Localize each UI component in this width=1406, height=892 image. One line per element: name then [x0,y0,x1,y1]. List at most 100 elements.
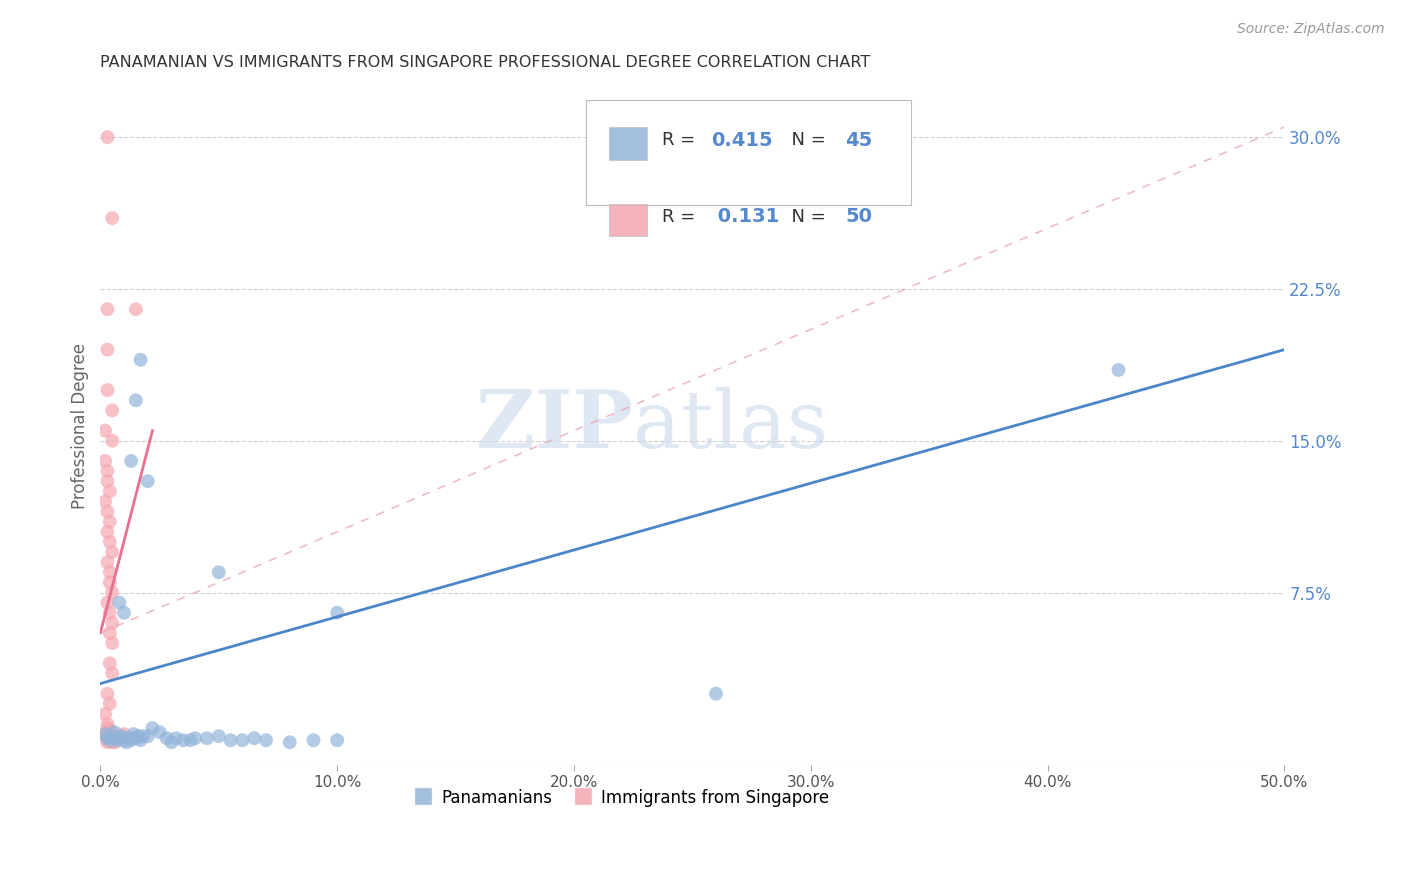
Point [98,535,121,549]
Point [101,666,124,681]
Point [94,706,117,721]
Text: N =: N = [780,131,831,149]
Point [96,464,118,478]
Point [98,575,121,590]
Point [98,626,121,640]
Point [101,733,124,747]
Text: PANAMANIAN VS IMMIGRANTS FROM SINGAPORE PROFESSIONAL DEGREE CORRELATION CHART: PANAMANIAN VS IMMIGRANTS FROM SINGAPORE … [100,55,870,70]
Point [148,725,170,739]
Point [94,424,117,438]
Point [1108,363,1130,377]
Point [98,723,121,738]
Point [219,733,242,747]
Point [103,733,125,747]
Text: atlas: atlas [633,386,828,465]
Point [103,729,125,743]
Point [208,566,231,580]
Point [125,302,148,317]
Point [98,484,121,499]
Point [101,211,124,226]
Point [302,733,325,747]
Point [136,474,159,488]
FancyBboxPatch shape [586,100,911,205]
Text: 0.415: 0.415 [711,131,773,150]
Point [122,727,145,741]
Point [156,731,179,746]
Point [125,731,148,746]
Point [98,725,121,739]
Point [243,731,266,746]
Point [96,555,118,569]
Point [96,474,118,488]
Point [101,729,124,743]
Point [278,735,301,749]
Point [101,403,124,417]
Point [326,733,349,747]
Point [94,727,117,741]
Point [101,735,124,749]
Point [195,731,218,746]
Point [108,596,131,610]
Point [94,454,117,468]
Text: 50: 50 [845,207,872,227]
Point [254,733,277,747]
Point [111,729,134,743]
Point [103,735,125,749]
Point [98,566,121,580]
Point [94,727,117,741]
Text: R =: R = [662,208,700,226]
Point [98,733,121,747]
Point [96,733,118,747]
Point [101,615,124,630]
Point [101,585,124,599]
Point [101,434,124,448]
Point [129,733,152,747]
Point [96,687,118,701]
Point [96,721,118,735]
Text: 45: 45 [845,131,872,150]
Point [98,657,121,671]
Point [115,735,138,749]
Point [184,731,207,746]
Point [231,733,253,747]
Text: N =: N = [780,208,831,226]
Point [129,352,152,367]
Point [125,393,148,408]
Point [94,729,117,743]
Y-axis label: Professional Degree: Professional Degree [72,343,89,508]
Point [98,731,121,746]
Point [127,729,149,743]
Point [96,731,118,746]
Point [120,733,142,747]
Point [160,735,183,749]
Point [94,494,117,508]
Point [98,606,121,620]
Point [98,697,121,711]
Point [101,731,124,746]
Point [112,727,135,741]
Point [326,606,349,620]
Point [96,735,118,749]
Point [112,733,135,747]
Point [98,515,121,529]
Point [96,717,118,731]
Point [96,504,118,518]
Point [96,524,118,539]
Point [96,130,118,145]
FancyBboxPatch shape [609,204,647,236]
Point [105,733,128,747]
Point [108,731,131,746]
Point [96,343,118,357]
Point [103,725,125,739]
Point [96,383,118,397]
Point [165,731,187,746]
Point [132,729,155,743]
Text: Source: ZipAtlas.com: Source: ZipAtlas.com [1237,22,1385,37]
Point [112,606,135,620]
Point [208,729,231,743]
Text: 0.131: 0.131 [711,207,779,227]
Point [704,687,727,701]
Point [136,729,159,743]
Point [101,545,124,559]
Point [141,721,163,735]
